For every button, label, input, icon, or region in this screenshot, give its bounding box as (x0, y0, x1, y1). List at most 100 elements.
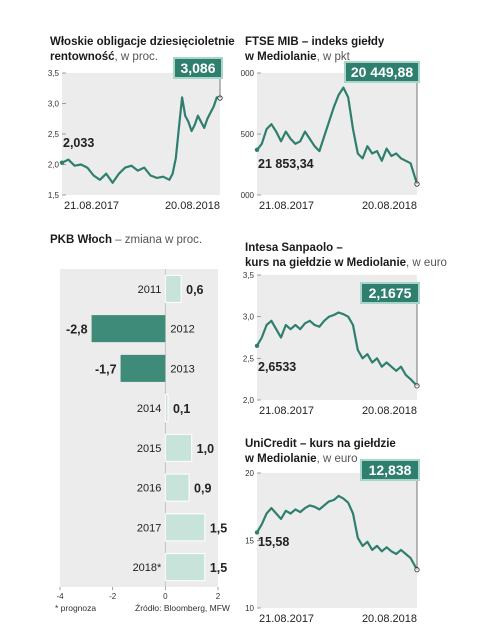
unicredit-xtick-start: 21.08.2017 (259, 613, 314, 625)
unicredit-xtick-end: 20.08.2018 (362, 613, 417, 625)
ftse-title-line1: FTSE MIB – indeks giełdy (245, 36, 385, 48)
ftse-end-label: 20 449,88 (351, 64, 413, 80)
ftse-start-point (254, 147, 260, 153)
pkb-xtick-label: 2 (216, 592, 221, 601)
pkb-chart: 2011 0,6 2012 -2,8 2013 -1,7 2014 0,1 2015 1,0 2 0 1… (56, 269, 227, 601)
pkb-bar (120, 354, 166, 382)
pkb-footnote: * prognoza (55, 603, 97, 613)
pkb-category-label: 2011 (138, 284, 162, 296)
pkb-value-label: 1,0 (197, 442, 214, 456)
ftse-start-label: 21 853,34 (258, 157, 314, 171)
pkb-category-label: 2013 (170, 363, 194, 375)
intesa-chart: 3,5 3,0 2,5 2,0 21.08.2017 20.08.2018 2,6533 2,… (243, 271, 420, 417)
unicredit-title-line2: w Mediolanie (245, 453, 317, 465)
pkb-value-label: 0,6 (186, 283, 203, 297)
unicredit-chart: 20 15 10 21.08.2017 20.08.2018 15,58 12,838 (245, 459, 420, 625)
pkb-panel: PKB Włoch – zmiana w proc. 2011 0,6 2012 -2… (0, 225, 240, 641)
bonds-xtick-start: 21.08.2017 (64, 200, 119, 212)
pkb-subtitle: – zmiana w proc. (111, 234, 203, 246)
pkb-title-text: PKB Włoch (50, 234, 112, 246)
intesa-title: Intesa Sanpaolo – kurs na giełdzie w Med… (245, 241, 447, 271)
intesa-start-label: 2,6533 (258, 360, 296, 374)
bonds-xtick-end: 20.08.2018 (165, 200, 220, 212)
pkb-bar (164, 473, 190, 502)
intesa-ytick-label: 3,5 (243, 271, 255, 280)
intesa-end-label: 2,1675 (369, 285, 412, 301)
intesa-subtitle: , w euro (406, 257, 447, 269)
bonds-title-line2: rentowność (50, 51, 115, 63)
ftse-ytick-label: 22 500 (240, 130, 255, 139)
unicredit-ytick-label: 15 (245, 537, 254, 546)
pkb-title: PKB Włoch – zmiana w proc. (50, 233, 202, 248)
pkb-category-label: 2014 (137, 403, 161, 415)
pkb-bar (91, 315, 166, 343)
unicredit-plot-area (257, 473, 417, 608)
ftse-series-line (256, 86, 419, 185)
intesa-series-line (256, 311, 418, 387)
ftse-end-box (344, 61, 420, 83)
bonds-ytick-label: 3,0 (48, 100, 60, 109)
intesa-xtick-start: 21.08.2017 (259, 405, 314, 417)
bonds-title-line1: Włoskie obligacje dziesięcioletnie (50, 36, 235, 48)
bonds-plot-area (62, 73, 220, 195)
pkb-value-label: 1,5 (210, 521, 227, 535)
pkb-category-label: 2012 (170, 324, 194, 336)
intesa-title-line2: kurs na giełdzie w Mediolanie (245, 257, 407, 269)
unicredit-title: UniCredit – kurs na giełdzie w Mediolani… (245, 437, 396, 467)
pkb-bar (164, 513, 206, 542)
intesa-start-point (254, 343, 260, 349)
ftse-subtitle: , w pkt (316, 51, 350, 63)
pkb-value-label: 1,5 (210, 561, 227, 575)
bonds-ytick-label: 2,5 (48, 130, 60, 139)
pkb-category-label: 2015 (137, 443, 161, 455)
bonds-start-label: 2,033 (63, 136, 94, 150)
bonds-title: Włoskie obligacje dziesięcioletnie rento… (50, 35, 235, 65)
intesa-end-box (360, 282, 420, 304)
pkb-bar (164, 274, 182, 303)
unicredit-panel: UniCredit – kurs na giełdzie w Mediolani… (240, 425, 481, 641)
unicredit-ytick-label: 20 (245, 469, 254, 478)
pkb-bar (164, 433, 193, 462)
pkb-bar (164, 394, 169, 423)
intesa-ytick-label: 3,0 (243, 313, 255, 322)
pkb-xtick-label: 0 (163, 592, 168, 601)
pkb-source: Źródło: Bloomberg, MFW (135, 603, 230, 613)
pkb-xtick-label: -2 (109, 592, 117, 601)
unicredit-subtitle: , w euro (316, 453, 358, 465)
unicredit-start-label: 15,58 (258, 535, 289, 549)
bonds-ytick-label: 2,0 (48, 161, 60, 170)
ftse-title: FTSE MIB – indeks giełdy w Mediolanie, w… (245, 35, 384, 65)
unicredit-start-point (254, 530, 260, 535)
intesa-title-line1: Intesa Sanpaolo – (245, 242, 343, 254)
bonds-end-box (173, 57, 223, 79)
bonds-subtitle: , w proc. (114, 51, 159, 63)
intesa-ytick-label: 2,0 (243, 396, 255, 405)
bonds-series-line (61, 96, 221, 184)
unicredit-series-line (256, 494, 418, 571)
intesa-panel: Intesa Sanpaolo – kurs na giełdzie w Med… (240, 225, 481, 425)
unicredit-end-label: 12,838 (369, 462, 412, 478)
pkb-value-label: 0,1 (173, 402, 190, 416)
ftse-plot-area (257, 73, 417, 195)
ftse-panel: FTSE MIB – indeks giełdy w Mediolanie, w… (240, 0, 481, 225)
bonds-panel: Włoskie obligacje dziesięcioletnie rento… (0, 0, 240, 225)
intesa-xtick-end: 20.08.2018 (362, 405, 417, 417)
bonds-ytick-label: 1,5 (48, 191, 60, 200)
unicredit-ytick-label: 10 (245, 604, 254, 613)
ftse-ytick-label: 25 000 (240, 69, 255, 78)
bonds-start-point (59, 160, 65, 165)
pkb-bar (164, 553, 206, 582)
bonds-chart: 3,5 3,0 2,5 2,0 1,5 21.08.2017 20.08.2018 2,033… (48, 57, 223, 212)
pkb-value-label: 0,9 (194, 482, 211, 496)
ftse-xtick-end: 20.08.2018 (362, 200, 417, 212)
unicredit-end-box (360, 459, 420, 481)
pkb-value-label: -2,8 (66, 323, 88, 337)
ftse-chart: 25 000 22 500 20 000 21.08.2017 20.08.2018 21… (240, 61, 420, 212)
bonds-ytick-label: 3,5 (48, 69, 60, 78)
pkb-value-label: -1,7 (95, 362, 117, 376)
ftse-title-line2: w Mediolanie (245, 51, 317, 63)
bonds-end-label: 3,086 (180, 60, 215, 76)
ftse-xtick-start: 21.08.2017 (259, 200, 314, 212)
ftse-ytick-label: 20 000 (240, 191, 255, 200)
intesa-ytick-label: 2,5 (243, 354, 255, 363)
